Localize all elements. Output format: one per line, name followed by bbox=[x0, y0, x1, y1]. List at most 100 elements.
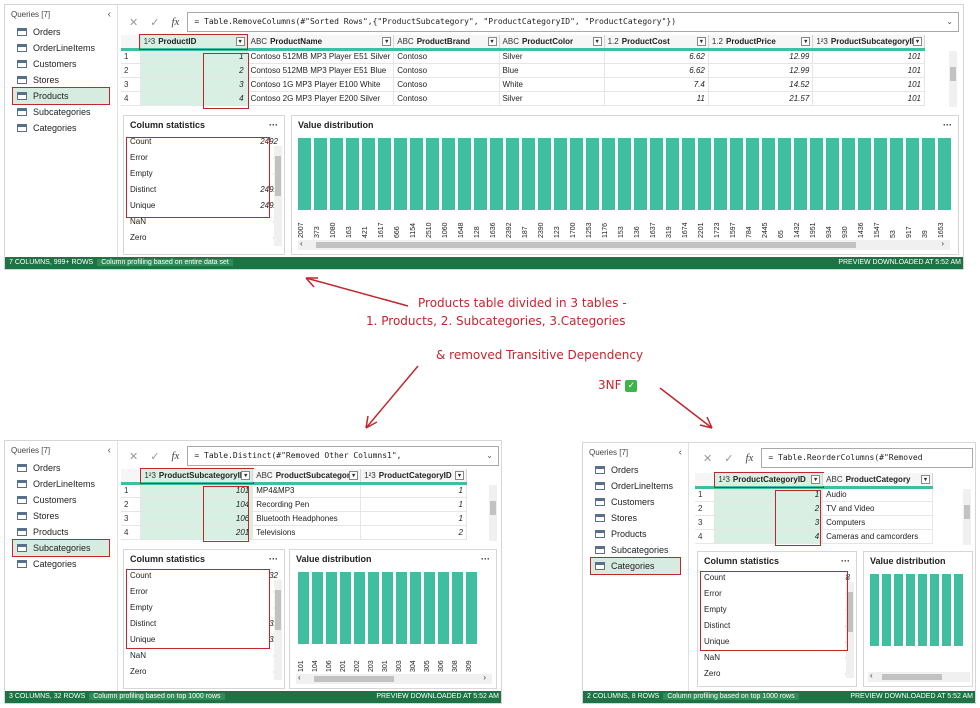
grid-vertical-scrollbar[interactable] bbox=[963, 489, 971, 545]
distribution-bar[interactable] bbox=[458, 138, 471, 210]
formula-input[interactable]: = Table.RemoveColumns(#"Sorted Rows",{"P… bbox=[187, 12, 959, 32]
query-stores[interactable]: Stores bbox=[583, 510, 688, 526]
column-header-productbrand[interactable]: ABC ProductBrand ▾ bbox=[393, 35, 500, 51]
distribution-bar[interactable] bbox=[906, 138, 919, 210]
query-customers[interactable]: Customers bbox=[583, 494, 688, 510]
distribution-bar[interactable] bbox=[490, 138, 503, 210]
distribution-bar[interactable] bbox=[368, 572, 379, 644]
distribution-bar[interactable] bbox=[326, 572, 337, 644]
filter-dropdown-icon[interactable]: ▾ bbox=[235, 37, 245, 46]
distribution-bar[interactable] bbox=[826, 138, 839, 210]
grid-vertical-scrollbar[interactable] bbox=[489, 485, 497, 541]
query-orders[interactable]: Orders bbox=[5, 460, 117, 476]
filter-dropdown-icon[interactable]: ▾ bbox=[913, 37, 922, 46]
distribution-bar[interactable] bbox=[618, 138, 631, 210]
distribution-bar[interactable] bbox=[746, 138, 759, 210]
column-header-productcost[interactable]: 1.2 ProductCost ▾ bbox=[604, 35, 709, 51]
distribution-bar[interactable] bbox=[918, 574, 927, 646]
distribution-bar[interactable] bbox=[810, 138, 823, 210]
distribution-bar[interactable] bbox=[602, 138, 615, 210]
distribution-bar[interactable] bbox=[858, 138, 871, 210]
distribution-bar[interactable] bbox=[682, 138, 695, 210]
column-header-productcategory[interactable]: ABC ProductCategory ▾ bbox=[822, 473, 933, 489]
collapse-chevron-icon[interactable]: ‹ bbox=[107, 9, 111, 20]
column-header-productcategoryid[interactable]: 1²3 ProductCategoryID ▾ bbox=[360, 469, 467, 485]
fx-icon[interactable]: fx bbox=[745, 452, 754, 464]
distribution-bar[interactable] bbox=[362, 138, 375, 210]
filter-dropdown-icon[interactable]: ▾ bbox=[455, 471, 464, 480]
filter-dropdown-icon[interactable]: ▾ bbox=[811, 475, 821, 484]
distribution-bar[interactable] bbox=[410, 138, 423, 210]
distribution-bar[interactable] bbox=[650, 138, 663, 210]
distribution-bar[interactable] bbox=[298, 572, 309, 644]
stats-scrollbar[interactable] bbox=[274, 580, 282, 680]
filter-dropdown-icon[interactable]: ▾ bbox=[696, 37, 706, 46]
distribution-bar[interactable] bbox=[424, 572, 435, 644]
distribution-bar[interactable] bbox=[554, 138, 567, 210]
distribution-bar[interactable] bbox=[730, 138, 743, 210]
distribution-bar[interactable] bbox=[586, 138, 599, 210]
distribution-bar[interactable] bbox=[922, 138, 935, 210]
distribution-bar[interactable] bbox=[954, 574, 963, 646]
more-options-icon[interactable]: ··· bbox=[841, 556, 850, 566]
formula-input[interactable]: = Table.Distinct(#"Removed Other Columns… bbox=[187, 446, 499, 466]
filter-dropdown-icon[interactable]: ▾ bbox=[592, 37, 602, 46]
distribution-bar[interactable] bbox=[778, 138, 791, 210]
profiling-mode[interactable]: Column profiling based on top 1000 rows bbox=[663, 693, 799, 700]
column-header-productname[interactable]: ABC ProductName ▾ bbox=[247, 35, 395, 51]
distribution-bar[interactable] bbox=[354, 572, 365, 644]
query-products[interactable]: Products bbox=[583, 526, 688, 542]
filter-dropdown-icon[interactable]: ▾ bbox=[801, 37, 811, 46]
distribution-scrollbar[interactable]: ‹ › bbox=[298, 239, 950, 250]
query-categories[interactable]: Categories bbox=[5, 120, 117, 136]
distribution-bar[interactable] bbox=[870, 574, 879, 646]
distribution-bar[interactable] bbox=[394, 138, 407, 210]
expand-chevron-icon[interactable]: ⌄ bbox=[486, 451, 493, 460]
distribution-bar[interactable] bbox=[410, 572, 421, 644]
stats-scrollbar[interactable] bbox=[846, 582, 854, 678]
distribution-bar[interactable] bbox=[298, 138, 311, 210]
fx-icon[interactable]: fx bbox=[171, 450, 180, 462]
distribution-bar[interactable] bbox=[942, 574, 951, 646]
distribution-bar[interactable] bbox=[794, 138, 807, 210]
query-products[interactable]: Products bbox=[12, 87, 110, 105]
distribution-bar[interactable] bbox=[698, 138, 711, 210]
column-header-productprice[interactable]: 1.2 ProductPrice ▾ bbox=[708, 35, 814, 51]
filter-dropdown-icon[interactable]: ▾ bbox=[349, 471, 359, 480]
distribution-bar[interactable] bbox=[330, 138, 343, 210]
column-header-productcolor[interactable]: ABC ProductColor ▾ bbox=[499, 35, 605, 51]
more-options-icon[interactable]: ··· bbox=[481, 554, 490, 564]
query-subcategories[interactable]: Subcategories bbox=[12, 539, 110, 557]
column-header-productsubcategory[interactable]: ABC ProductSubcategory ▾ bbox=[252, 469, 362, 485]
more-options-icon[interactable]: ··· bbox=[269, 120, 278, 130]
filter-dropdown-icon[interactable]: ▾ bbox=[487, 37, 497, 46]
distribution-bar[interactable] bbox=[378, 138, 391, 210]
profiling-mode[interactable]: Column profiling based on entire data se… bbox=[97, 259, 233, 266]
filter-dropdown-icon[interactable]: ▾ bbox=[382, 37, 392, 46]
confirm-icon[interactable]: ✓ bbox=[150, 450, 160, 463]
distribution-scrollbar[interactable]: ‹ › bbox=[296, 673, 492, 684]
query-subcategories[interactable]: Subcategories bbox=[5, 104, 117, 120]
distribution-bar[interactable] bbox=[396, 572, 407, 644]
distribution-bar[interactable] bbox=[634, 138, 647, 210]
query-customers[interactable]: Customers bbox=[5, 492, 117, 508]
distribution-bar[interactable] bbox=[930, 574, 939, 646]
cancel-icon[interactable]: ✕ bbox=[129, 450, 139, 463]
query-orderlineitems[interactable]: OrderLineItems bbox=[583, 478, 688, 494]
column-header-productsubcategoryid[interactable]: 1²3 ProductSubcategoryID ▾ bbox=[139, 468, 254, 485]
distribution-bar[interactable] bbox=[762, 138, 775, 210]
query-products[interactable]: Products bbox=[5, 524, 117, 540]
fx-icon[interactable]: fx bbox=[171, 16, 180, 28]
query-customers[interactable]: Customers bbox=[5, 56, 117, 72]
distribution-bar[interactable] bbox=[522, 138, 535, 210]
query-stores[interactable]: Stores bbox=[5, 508, 117, 524]
stats-scrollbar[interactable] bbox=[274, 146, 282, 246]
expand-chevron-icon[interactable]: ⌄ bbox=[946, 17, 953, 26]
column-header-productid[interactable]: 1²3 ProductID ▾ bbox=[139, 34, 249, 51]
distribution-bar[interactable] bbox=[714, 138, 727, 210]
distribution-bar[interactable] bbox=[312, 572, 323, 644]
distribution-bar[interactable] bbox=[346, 138, 359, 210]
distribution-bar[interactable] bbox=[906, 574, 915, 646]
distribution-scrollbar[interactable]: ‹ bbox=[868, 671, 970, 682]
more-options-icon[interactable]: ··· bbox=[269, 554, 278, 564]
